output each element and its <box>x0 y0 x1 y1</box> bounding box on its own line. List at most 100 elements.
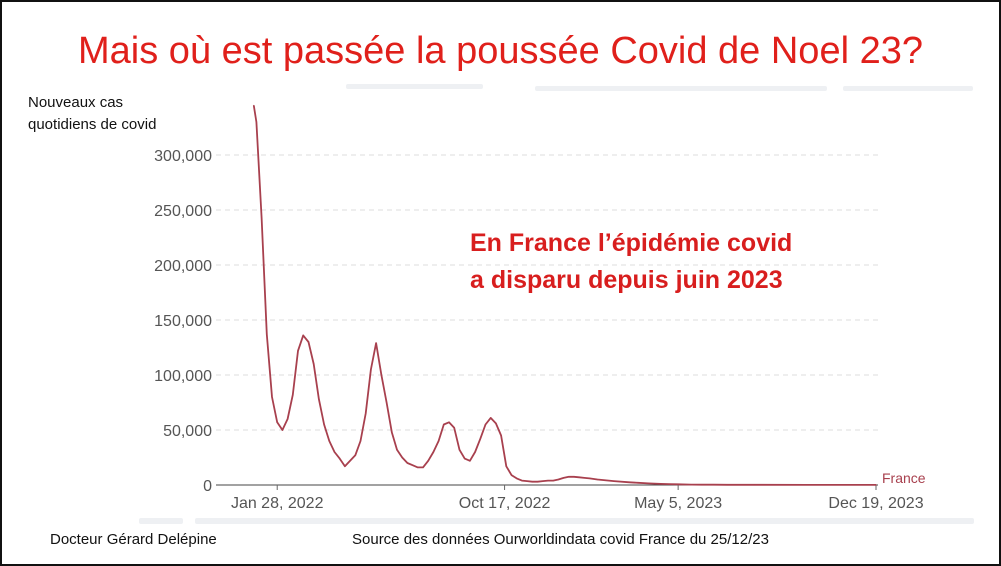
data-point <box>260 217 263 219</box>
data-point <box>516 477 518 479</box>
data-point <box>443 423 445 426</box>
data-point <box>302 334 304 336</box>
data-point <box>349 460 351 462</box>
data-point <box>583 477 586 479</box>
data-point <box>700 484 703 486</box>
data-point <box>557 478 559 481</box>
data-point <box>375 342 377 344</box>
y-tick-label: 100,000 <box>154 368 212 385</box>
data-point <box>271 396 273 398</box>
data-point <box>568 476 570 478</box>
annotation-text: En France l’épidémie covid a disparu dep… <box>470 225 792 299</box>
data-point <box>365 412 367 415</box>
y-tick-label: 300,000 <box>154 148 212 165</box>
data-point <box>380 374 382 376</box>
series-label-france: France <box>882 470 926 486</box>
y-tick-label: 50,000 <box>163 423 212 440</box>
y-tick-label: 0 <box>203 478 212 495</box>
background-tab-ghost <box>535 86 827 91</box>
data-point <box>458 449 461 451</box>
data-point <box>596 478 599 481</box>
data-point <box>453 427 455 429</box>
data-point <box>354 454 356 456</box>
data-point <box>307 341 310 343</box>
data-point <box>323 423 325 426</box>
data-point <box>339 458 341 460</box>
y-axis-label-line-1: Nouveaux cas <box>28 94 124 111</box>
data-point <box>490 417 492 419</box>
data-point <box>613 480 615 482</box>
data-point <box>510 474 513 476</box>
y-tick-label: 250,000 <box>154 203 212 220</box>
data-point <box>318 398 320 400</box>
footer-author: Docteur Gérard Delépine <box>50 531 217 548</box>
data-point <box>391 431 393 433</box>
slide-title: Mais où est passée la poussée Covid de N… <box>78 30 923 72</box>
x-tick-label: Jan 28, 2022 <box>231 495 324 512</box>
footer-source: Source des données Ourworldindata covid … <box>352 531 769 548</box>
y-axis-label: Nouveaux cas quotidiens de covid <box>28 92 156 136</box>
data-point <box>536 481 539 483</box>
data-point <box>753 484 756 486</box>
data-point <box>547 480 549 482</box>
data-point <box>411 464 414 466</box>
background-tab-ghost <box>195 518 974 524</box>
data-point <box>806 484 809 486</box>
data-point <box>479 438 481 440</box>
data-point <box>521 480 523 482</box>
data-point <box>505 465 507 467</box>
data-point <box>359 440 362 442</box>
data-point <box>660 483 662 485</box>
data-point <box>344 465 346 467</box>
data-point <box>578 476 580 478</box>
data-point <box>464 458 466 460</box>
data-point <box>328 440 330 442</box>
data-point <box>495 422 497 424</box>
data-point <box>727 484 729 486</box>
data-point <box>427 460 429 462</box>
data-point <box>422 466 424 468</box>
data-point <box>628 481 631 483</box>
data-point <box>432 451 435 453</box>
data-point <box>484 423 487 426</box>
data-point <box>385 401 388 404</box>
data-point <box>474 451 476 453</box>
data-point <box>281 429 284 431</box>
data-point <box>253 104 255 107</box>
data-point <box>297 350 299 352</box>
data-point <box>648 482 650 484</box>
data-point <box>401 456 403 459</box>
data-point <box>417 466 419 468</box>
x-tick-label: Oct 17, 2022 <box>459 495 551 512</box>
data-point <box>542 480 544 482</box>
data-point <box>637 482 639 484</box>
y-tick-label: 200,000 <box>154 258 212 275</box>
data-point <box>526 480 528 482</box>
annotation-line-1: En France l’épidémie covid <box>470 229 793 257</box>
data-point <box>313 363 315 365</box>
data-point <box>266 333 268 335</box>
data-point <box>370 368 372 371</box>
data-point <box>562 477 565 479</box>
data-point <box>469 460 471 462</box>
data-point <box>255 121 257 123</box>
y-axis-label-line-2: quotidiens de covid <box>28 116 157 133</box>
data-point <box>531 481 533 483</box>
data-point <box>875 484 877 486</box>
data-point <box>573 476 575 478</box>
data-point <box>552 480 554 482</box>
data-point <box>713 484 715 486</box>
data-point <box>448 421 450 423</box>
y-tick-label: 150,000 <box>154 313 212 330</box>
x-tick-label: May 5, 2023 <box>634 495 722 512</box>
data-point <box>438 440 440 442</box>
data-point <box>677 483 679 485</box>
data-point <box>500 434 502 437</box>
background-tab-ghost <box>843 86 973 91</box>
data-point <box>406 462 408 464</box>
data-point <box>292 394 294 396</box>
data-point <box>668 483 671 485</box>
x-tick-label: Dec 19, 2023 <box>828 495 923 512</box>
